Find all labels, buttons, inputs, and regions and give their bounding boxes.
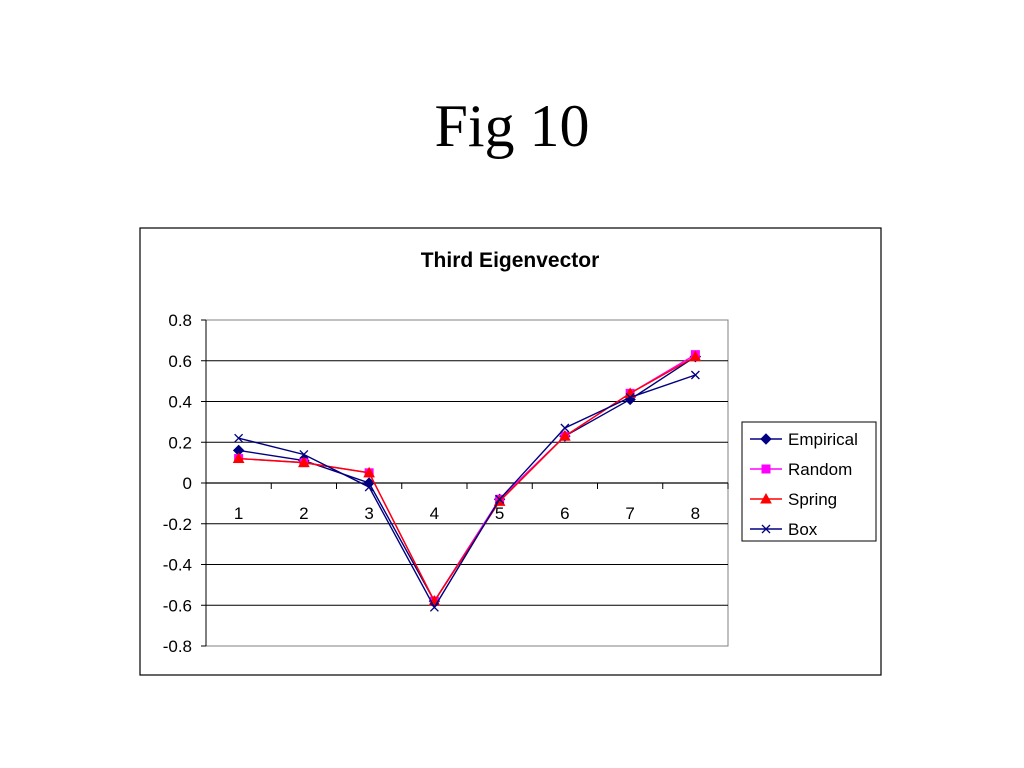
data-point-spring (363, 466, 375, 478)
data-point-box (234, 433, 244, 443)
data-point-spring (689, 350, 702, 362)
legend-label: Spring (788, 490, 837, 509)
x-tick-label: 3 (364, 504, 373, 523)
plot-area: 0.8 0.6 0.4 0.2 0 -0.2 -0.4 -0.6 -0.8 1 2 3 4 5 6 7 8 (163, 311, 729, 656)
x-tick-label: 2 (299, 504, 308, 523)
data-point-box (560, 423, 570, 433)
legend-label: Random (788, 460, 852, 479)
legend-label: Empirical (788, 430, 858, 449)
y-tick-label: 0.2 (168, 433, 192, 452)
data-point-spring (298, 456, 310, 468)
y-tick-label: -0.6 (163, 596, 192, 615)
x-tick-label: 8 (691, 504, 700, 523)
legend-swatch-marker (760, 492, 772, 504)
series-line-box (238, 374, 696, 609)
data-point-box (364, 482, 374, 492)
series-line-spring (238, 356, 696, 603)
data-point-box-stroke (429, 602, 439, 612)
y-tick-label: -0.4 (163, 556, 192, 575)
data-point-box (429, 602, 439, 612)
legend-swatch-marker (760, 433, 772, 445)
legend: Empirical Random Spring Box (741, 421, 877, 542)
data-point-box-stroke (690, 370, 700, 380)
legend-swatch-marker (761, 464, 771, 474)
x-tick-label: 1 (234, 504, 243, 523)
data-point-box (690, 370, 700, 380)
legend-label: Box (788, 520, 818, 539)
data-point-box (495, 494, 505, 504)
y-tick-label: 0.6 (168, 352, 192, 371)
data-point-box (299, 450, 309, 459)
y-tick-label: -0.8 (163, 637, 192, 656)
y-tick-label: -0.2 (163, 515, 192, 534)
data-point-box-stroke (234, 433, 244, 443)
data-point-box-stroke (299, 450, 309, 459)
y-tick-label: 0.8 (168, 311, 192, 330)
chart-title: Third Eigenvector (421, 249, 600, 272)
data-point-spring (559, 430, 571, 441)
data-point-spring (232, 452, 245, 464)
data-point-box-stroke (364, 482, 374, 492)
legend-swatch-marker (761, 524, 771, 534)
slide-title: Fig 10 (434, 93, 590, 159)
legend-swatch-marker-stroke (761, 524, 771, 534)
x-tick-label: 6 (560, 504, 569, 523)
data-point-box-stroke (625, 392, 635, 402)
data-point-box-stroke (560, 423, 570, 433)
x-tick-label: 4 (430, 504, 439, 523)
x-tick-label: 5 (495, 504, 504, 523)
x-tick-label: 7 (625, 504, 634, 523)
y-tick-label: 0.4 (168, 393, 192, 412)
y-tick-label: 0 (183, 474, 192, 493)
data-point-box (625, 392, 635, 402)
data-point-box-stroke (495, 494, 505, 504)
